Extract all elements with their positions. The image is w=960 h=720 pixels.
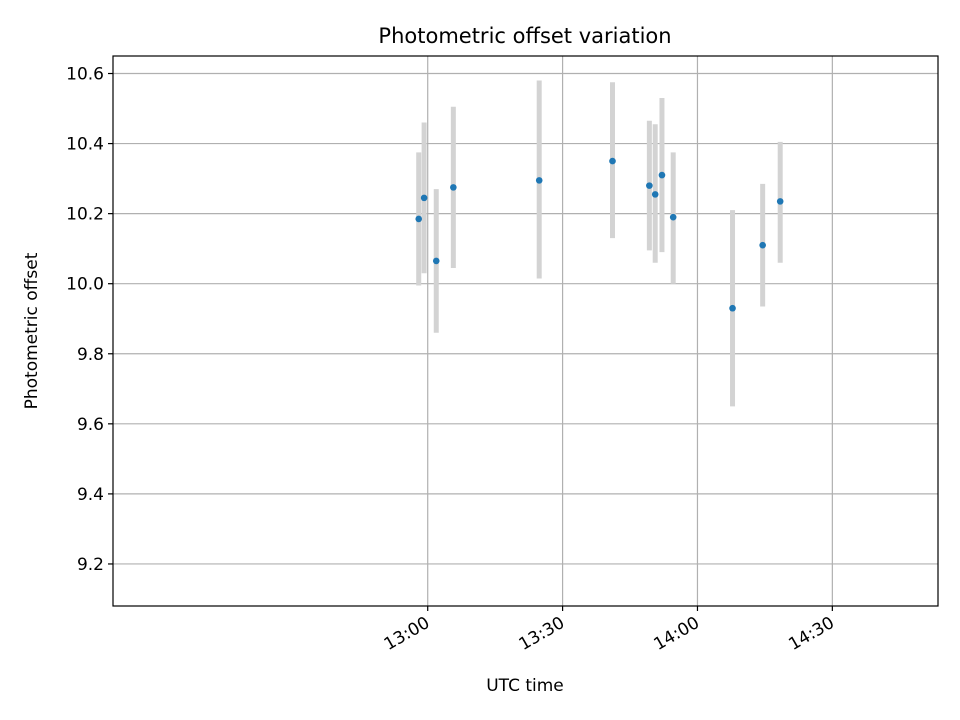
y-tick-label: 10.0	[66, 275, 104, 295]
x-axis-label: UTC time	[486, 676, 564, 696]
data-point	[669, 213, 677, 221]
y-tick-label: 9.2	[77, 555, 104, 575]
data-point	[759, 241, 766, 249]
y-tick-label: 9.8	[77, 345, 104, 365]
y-tick-label: 10.2	[66, 205, 104, 225]
y-tick-label: 9.4	[77, 485, 104, 505]
data-point	[729, 304, 736, 312]
plot-frame	[112, 55, 939, 607]
y-tick-label: 10.6	[66, 65, 104, 85]
data-point	[420, 194, 428, 202]
data-point	[609, 157, 616, 165]
data-point	[646, 182, 653, 189]
data-point	[658, 171, 666, 179]
y-tick-label: 9.6	[77, 415, 104, 435]
data-point	[415, 215, 423, 223]
data-point	[776, 198, 784, 205]
y-axis-label: Photometric offset	[22, 252, 42, 409]
data-point	[535, 177, 543, 184]
chart-title: Photometric offset variation	[378, 24, 671, 48]
y-tick-label: 10.4	[66, 135, 104, 155]
grid-lines	[113, 56, 938, 606]
data-markers	[415, 157, 784, 312]
plot-area	[113, 56, 938, 606]
data-point	[450, 184, 457, 191]
data-point	[651, 191, 659, 198]
data-point	[432, 257, 440, 265]
